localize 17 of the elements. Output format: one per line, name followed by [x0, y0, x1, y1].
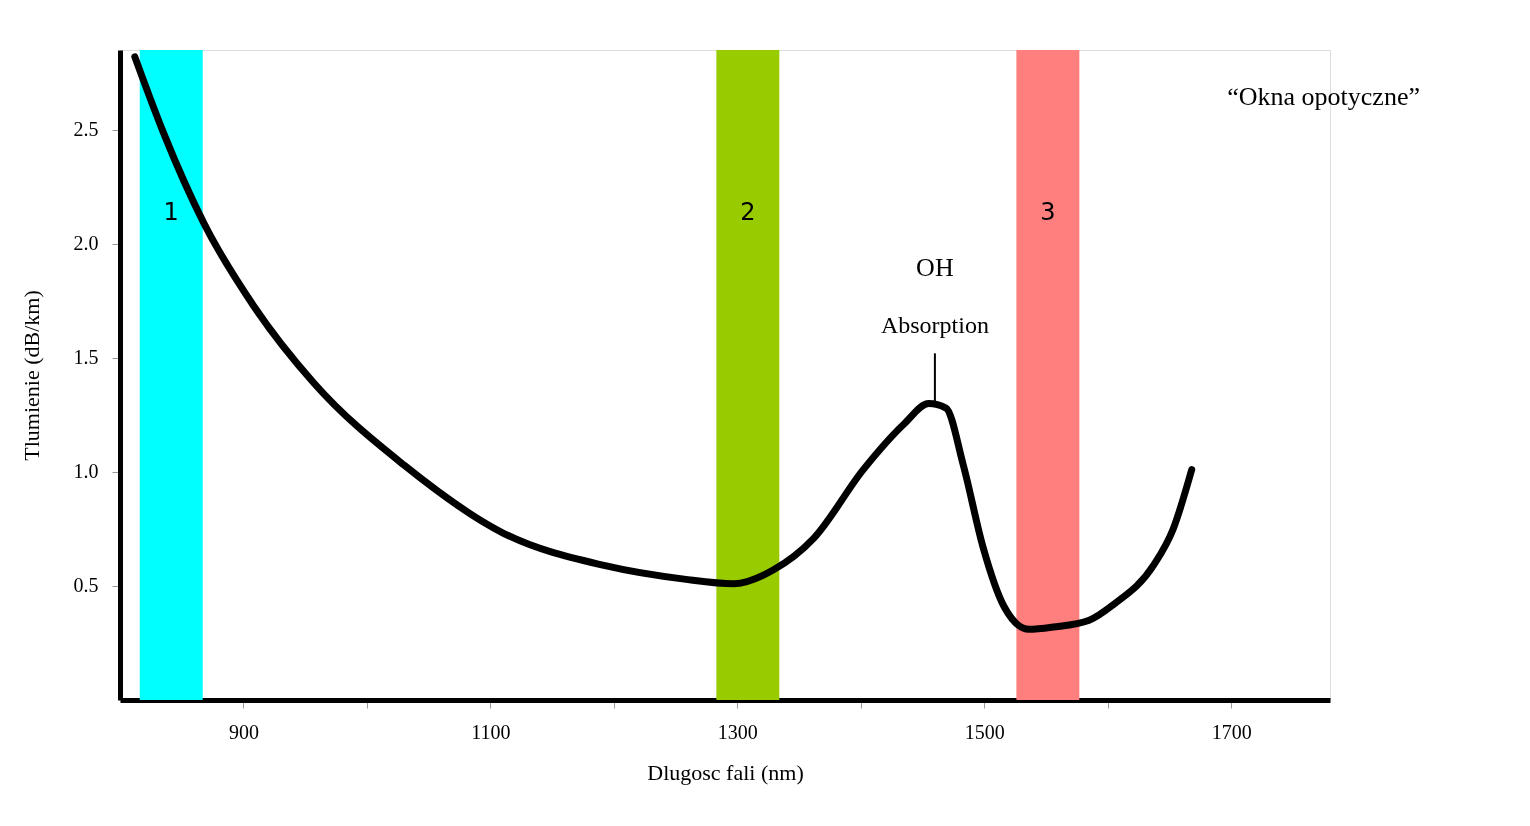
y-tick-label: 1.5 — [73, 346, 99, 369]
band-label: 2 — [740, 197, 756, 226]
x-tick-label: 900 — [228, 720, 259, 743]
y-tick-label: 0.5 — [73, 574, 99, 597]
y-tick-label: 2.0 — [73, 232, 99, 255]
text: “Okna opotyczne” — [1227, 82, 1420, 111]
band-label: 3 — [1040, 197, 1056, 226]
annotation: OH Absorption — [880, 252, 989, 338]
x-tick-label: 1500 — [964, 720, 1005, 743]
band-label: 1 — [163, 197, 179, 226]
y-axis-title: Tlumienie (dB/km) — [18, 290, 44, 461]
y-tick-label: 1.0 — [73, 460, 99, 483]
x-tick-label: 1100 — [471, 720, 511, 743]
y-tick-label: 2.5 — [73, 118, 99, 141]
x-tick-label: 1700 — [1211, 720, 1252, 743]
x-axis-title: Dlugosc fali (nm) — [647, 759, 804, 785]
x-tick-label: 1300 — [717, 720, 758, 743]
